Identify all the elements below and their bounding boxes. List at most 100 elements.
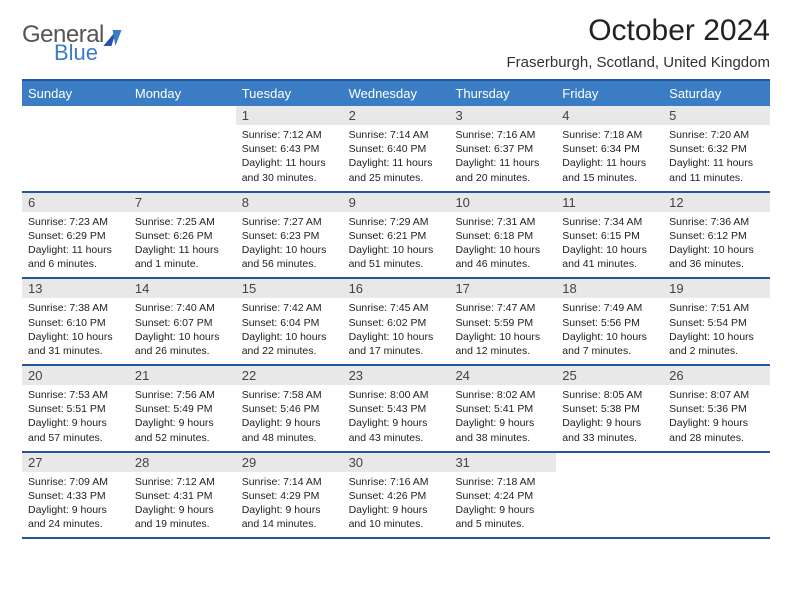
week-row: 6Sunrise: 7:23 AMSunset: 6:29 PMDaylight… (22, 193, 770, 280)
sunrise-text: Sunrise: 7:14 AM (349, 128, 444, 142)
daylight-text: Daylight: 10 hours and 2 minutes. (669, 330, 764, 358)
day-number: 22 (236, 366, 343, 385)
sunrise-text: Sunrise: 7:53 AM (28, 388, 123, 402)
sunset-text: Sunset: 6:07 PM (135, 316, 230, 330)
calendar-cell: 20Sunrise: 7:53 AMSunset: 5:51 PMDayligh… (22, 366, 129, 451)
calendar-cell: 11Sunrise: 7:34 AMSunset: 6:15 PMDayligh… (556, 193, 663, 278)
sunrise-text: Sunrise: 7:18 AM (562, 128, 657, 142)
calendar-cell: 21Sunrise: 7:56 AMSunset: 5:49 PMDayligh… (129, 366, 236, 451)
calendar-cell: 27Sunrise: 7:09 AMSunset: 4:33 PMDayligh… (22, 453, 129, 538)
daylight-text: Daylight: 9 hours and 5 minutes. (455, 503, 550, 531)
sunrise-text: Sunrise: 7:18 AM (455, 475, 550, 489)
sunrise-text: Sunrise: 8:07 AM (669, 388, 764, 402)
sunrise-text: Sunrise: 7:29 AM (349, 215, 444, 229)
day-number: 26 (663, 366, 770, 385)
day-number: 23 (343, 366, 450, 385)
calendar-cell: .. (22, 106, 129, 191)
sunset-text: Sunset: 6:43 PM (242, 142, 337, 156)
logo-text: General Blue (22, 24, 104, 64)
calendar-cell: 3Sunrise: 7:16 AMSunset: 6:37 PMDaylight… (449, 106, 556, 191)
day-body: Sunrise: 7:58 AMSunset: 5:46 PMDaylight:… (236, 385, 343, 451)
sunrise-text: Sunrise: 8:02 AM (455, 388, 550, 402)
day-header-sun: Sunday (22, 81, 129, 106)
day-header-wed: Wednesday (343, 81, 450, 106)
day-number: 17 (449, 279, 556, 298)
daylight-text: Daylight: 11 hours and 30 minutes. (242, 156, 337, 184)
calendar-cell: 23Sunrise: 8:00 AMSunset: 5:43 PMDayligh… (343, 366, 450, 451)
day-body: Sunrise: 7:12 AMSunset: 4:31 PMDaylight:… (129, 472, 236, 538)
daylight-text: Daylight: 10 hours and 36 minutes. (669, 243, 764, 271)
daylight-text: Daylight: 10 hours and 26 minutes. (135, 330, 230, 358)
day-header-tue: Tuesday (236, 81, 343, 106)
week-row: ....1Sunrise: 7:12 AMSunset: 6:43 PMDayl… (22, 106, 770, 193)
daylight-text: Daylight: 11 hours and 6 minutes. (28, 243, 123, 271)
sunset-text: Sunset: 5:38 PM (562, 402, 657, 416)
sunset-text: Sunset: 6:10 PM (28, 316, 123, 330)
day-body: Sunrise: 7:25 AMSunset: 6:26 PMDaylight:… (129, 212, 236, 278)
sunset-text: Sunset: 6:23 PM (242, 229, 337, 243)
daylight-text: Daylight: 11 hours and 11 minutes. (669, 156, 764, 184)
day-number: 28 (129, 453, 236, 472)
day-header-sat: Saturday (663, 81, 770, 106)
sunset-text: Sunset: 4:26 PM (349, 489, 444, 503)
day-number: 14 (129, 279, 236, 298)
day-number: 11 (556, 193, 663, 212)
day-number: 3 (449, 106, 556, 125)
sunset-text: Sunset: 4:31 PM (135, 489, 230, 503)
day-number: 29 (236, 453, 343, 472)
sunset-text: Sunset: 5:41 PM (455, 402, 550, 416)
sunrise-text: Sunrise: 7:47 AM (455, 301, 550, 315)
calendar-cell: 31Sunrise: 7:18 AMSunset: 4:24 PMDayligh… (449, 453, 556, 538)
calendar-cell: 7Sunrise: 7:25 AMSunset: 6:26 PMDaylight… (129, 193, 236, 278)
daylight-text: Daylight: 9 hours and 57 minutes. (28, 416, 123, 444)
day-body: Sunrise: 7:29 AMSunset: 6:21 PMDaylight:… (343, 212, 450, 278)
sunrise-text: Sunrise: 7:12 AM (135, 475, 230, 489)
calendar-cell: 10Sunrise: 7:31 AMSunset: 6:18 PMDayligh… (449, 193, 556, 278)
day-body: Sunrise: 7:20 AMSunset: 6:32 PMDaylight:… (663, 125, 770, 191)
day-body: Sunrise: 7:09 AMSunset: 4:33 PMDaylight:… (22, 472, 129, 538)
day-body: Sunrise: 7:40 AMSunset: 6:07 PMDaylight:… (129, 298, 236, 364)
sunset-text: Sunset: 4:29 PM (242, 489, 337, 503)
calendar-cell: 6Sunrise: 7:23 AMSunset: 6:29 PMDaylight… (22, 193, 129, 278)
sunrise-text: Sunrise: 7:40 AM (135, 301, 230, 315)
day-number: 4 (556, 106, 663, 125)
day-header-mon: Monday (129, 81, 236, 106)
calendar: Sunday Monday Tuesday Wednesday Thursday… (22, 79, 770, 539)
sunrise-text: Sunrise: 7:14 AM (242, 475, 337, 489)
calendar-cell: 4Sunrise: 7:18 AMSunset: 6:34 PMDaylight… (556, 106, 663, 191)
daylight-text: Daylight: 9 hours and 33 minutes. (562, 416, 657, 444)
daylight-text: Daylight: 9 hours and 10 minutes. (349, 503, 444, 531)
daylight-text: Daylight: 9 hours and 48 minutes. (242, 416, 337, 444)
day-body: Sunrise: 7:12 AMSunset: 6:43 PMDaylight:… (236, 125, 343, 191)
sunrise-text: Sunrise: 7:36 AM (669, 215, 764, 229)
day-body: Sunrise: 7:51 AMSunset: 5:54 PMDaylight:… (663, 298, 770, 364)
calendar-cell: 29Sunrise: 7:14 AMSunset: 4:29 PMDayligh… (236, 453, 343, 538)
daylight-text: Daylight: 10 hours and 56 minutes. (242, 243, 337, 271)
sunrise-text: Sunrise: 8:00 AM (349, 388, 444, 402)
logo: General Blue (22, 14, 123, 64)
day-body: Sunrise: 7:16 AMSunset: 4:26 PMDaylight:… (343, 472, 450, 538)
day-number: 1 (236, 106, 343, 125)
day-body: Sunrise: 7:16 AMSunset: 6:37 PMDaylight:… (449, 125, 556, 191)
sunset-text: Sunset: 5:51 PM (28, 402, 123, 416)
sunset-text: Sunset: 4:33 PM (28, 489, 123, 503)
calendar-cell: 24Sunrise: 8:02 AMSunset: 5:41 PMDayligh… (449, 366, 556, 451)
sunrise-text: Sunrise: 7:16 AM (349, 475, 444, 489)
day-number: 8 (236, 193, 343, 212)
daylight-text: Daylight: 10 hours and 17 minutes. (349, 330, 444, 358)
day-body: Sunrise: 7:27 AMSunset: 6:23 PMDaylight:… (236, 212, 343, 278)
calendar-cell: 14Sunrise: 7:40 AMSunset: 6:07 PMDayligh… (129, 279, 236, 364)
daylight-text: Daylight: 10 hours and 46 minutes. (455, 243, 550, 271)
sunset-text: Sunset: 6:02 PM (349, 316, 444, 330)
calendar-cell: 26Sunrise: 8:07 AMSunset: 5:36 PMDayligh… (663, 366, 770, 451)
day-body: Sunrise: 7:23 AMSunset: 6:29 PMDaylight:… (22, 212, 129, 278)
day-headers: Sunday Monday Tuesday Wednesday Thursday… (22, 81, 770, 106)
sunset-text: Sunset: 5:49 PM (135, 402, 230, 416)
daylight-text: Daylight: 11 hours and 20 minutes. (455, 156, 550, 184)
daylight-text: Daylight: 10 hours and 51 minutes. (349, 243, 444, 271)
day-header-fri: Friday (556, 81, 663, 106)
sunset-text: Sunset: 5:56 PM (562, 316, 657, 330)
sunset-text: Sunset: 6:18 PM (455, 229, 550, 243)
day-body: Sunrise: 8:05 AMSunset: 5:38 PMDaylight:… (556, 385, 663, 451)
day-body: Sunrise: 7:18 AMSunset: 6:34 PMDaylight:… (556, 125, 663, 191)
